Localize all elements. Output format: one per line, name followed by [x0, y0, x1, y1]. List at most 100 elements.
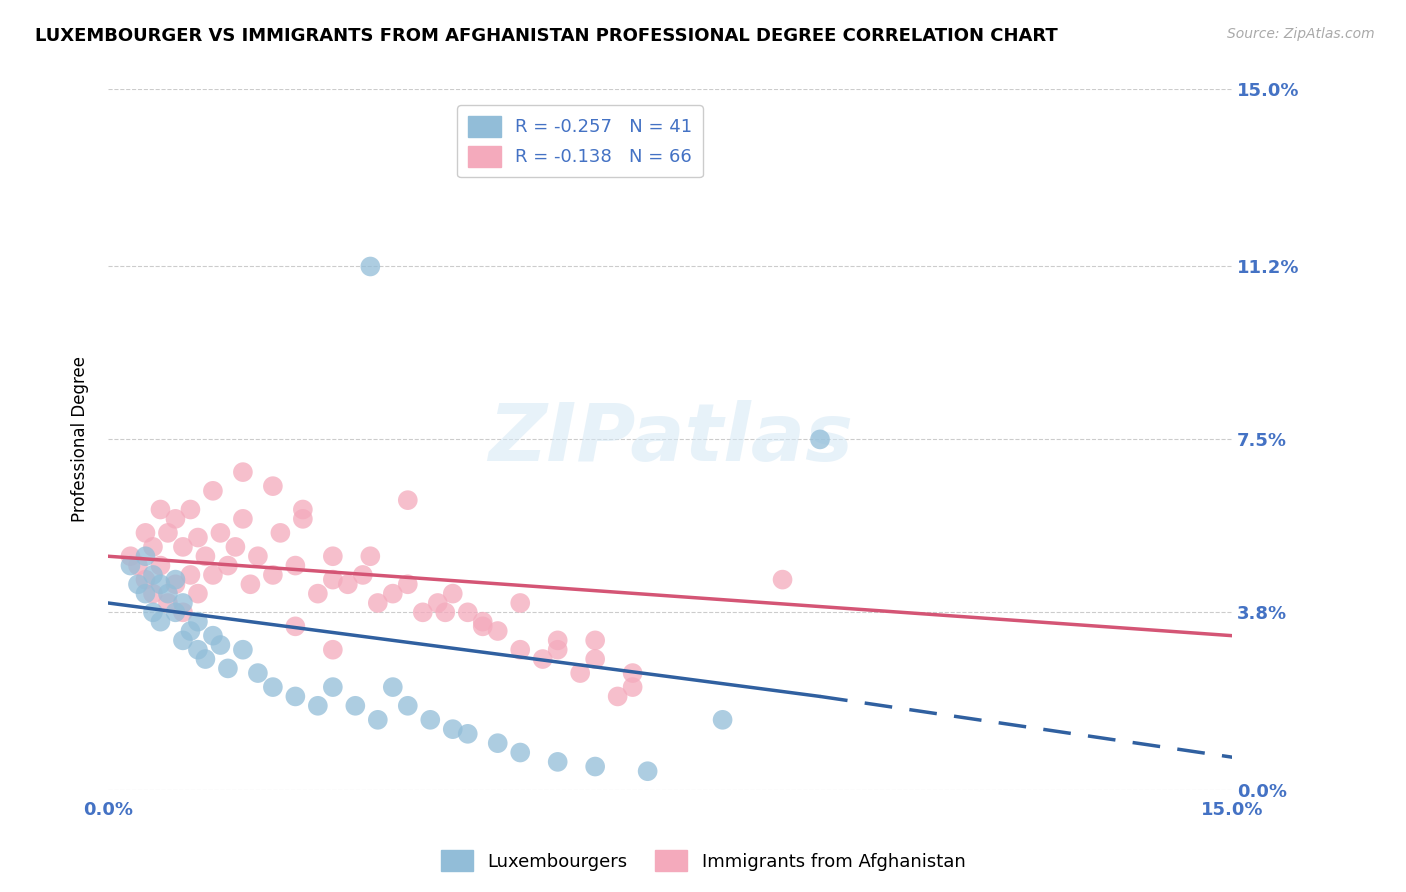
Point — [201, 629, 224, 643]
Point — [637, 764, 659, 779]
Point — [156, 525, 179, 540]
Point — [291, 512, 314, 526]
Point — [120, 549, 142, 564]
Point — [156, 587, 179, 601]
Text: Source: ZipAtlas.com: Source: ZipAtlas.com — [1227, 27, 1375, 41]
Point — [209, 525, 232, 540]
Point — [367, 596, 389, 610]
Legend: R = -0.257   N = 41, R = -0.138   N = 66: R = -0.257 N = 41, R = -0.138 N = 66 — [457, 105, 703, 178]
Point — [711, 713, 734, 727]
Point — [179, 568, 201, 582]
Point — [246, 549, 269, 564]
Point — [239, 577, 262, 591]
Point — [149, 502, 172, 516]
Point — [217, 558, 239, 573]
Point — [486, 736, 509, 750]
Point — [396, 698, 419, 713]
Point — [142, 568, 165, 582]
Point — [583, 652, 606, 666]
Point — [322, 642, 344, 657]
Point — [142, 605, 165, 619]
Point — [471, 619, 494, 633]
Point — [232, 465, 254, 479]
Point — [187, 615, 209, 629]
Point — [187, 642, 209, 657]
Point — [808, 433, 831, 447]
Point — [156, 596, 179, 610]
Text: LUXEMBOURGER VS IMMIGRANTS FROM AFGHANISTAN PROFESSIONAL DEGREE CORRELATION CHAR: LUXEMBOURGER VS IMMIGRANTS FROM AFGHANIS… — [35, 27, 1057, 45]
Point — [269, 525, 291, 540]
Point — [547, 642, 569, 657]
Point — [307, 587, 329, 601]
Point — [359, 260, 381, 274]
Point — [322, 680, 344, 694]
Point — [194, 652, 217, 666]
Point — [201, 568, 224, 582]
Point — [187, 531, 209, 545]
Point — [246, 666, 269, 681]
Point — [179, 624, 201, 638]
Point — [127, 577, 149, 591]
Point — [127, 558, 149, 573]
Point — [187, 587, 209, 601]
Point — [441, 722, 464, 736]
Point — [547, 755, 569, 769]
Point — [419, 713, 441, 727]
Point — [172, 540, 194, 554]
Point — [583, 633, 606, 648]
Point — [457, 727, 479, 741]
Point — [284, 619, 307, 633]
Point — [149, 615, 172, 629]
Point — [307, 698, 329, 713]
Point — [284, 558, 307, 573]
Point — [165, 605, 187, 619]
Point — [344, 698, 367, 713]
Point — [471, 615, 494, 629]
Point — [134, 525, 156, 540]
Point — [322, 549, 344, 564]
Point — [509, 596, 531, 610]
Point — [583, 759, 606, 773]
Point — [336, 577, 359, 591]
Point — [621, 666, 644, 681]
Point — [217, 661, 239, 675]
Point — [179, 502, 201, 516]
Point — [142, 587, 165, 601]
Point — [149, 558, 172, 573]
Point — [165, 512, 187, 526]
Point — [486, 624, 509, 638]
Point — [134, 587, 156, 601]
Point — [165, 577, 187, 591]
Point — [606, 690, 628, 704]
Point — [381, 680, 404, 694]
Point — [149, 577, 172, 591]
Point — [209, 638, 232, 652]
Text: ZIPatlas: ZIPatlas — [488, 401, 852, 478]
Point — [134, 573, 156, 587]
Point — [134, 549, 156, 564]
Point — [142, 540, 165, 554]
Point — [396, 577, 419, 591]
Point — [262, 568, 284, 582]
Point — [262, 479, 284, 493]
Point — [201, 483, 224, 498]
Point — [621, 680, 644, 694]
Point — [367, 713, 389, 727]
Point — [772, 573, 794, 587]
Point — [381, 587, 404, 601]
Point — [172, 596, 194, 610]
Point — [232, 642, 254, 657]
Point — [352, 568, 374, 582]
Point — [531, 652, 554, 666]
Point — [359, 549, 381, 564]
Y-axis label: Professional Degree: Professional Degree — [72, 357, 89, 523]
Point — [165, 573, 187, 587]
Point — [194, 549, 217, 564]
Point — [224, 540, 246, 554]
Point — [262, 680, 284, 694]
Point — [232, 512, 254, 526]
Point — [509, 746, 531, 760]
Point — [441, 587, 464, 601]
Point — [396, 493, 419, 508]
Point — [120, 558, 142, 573]
